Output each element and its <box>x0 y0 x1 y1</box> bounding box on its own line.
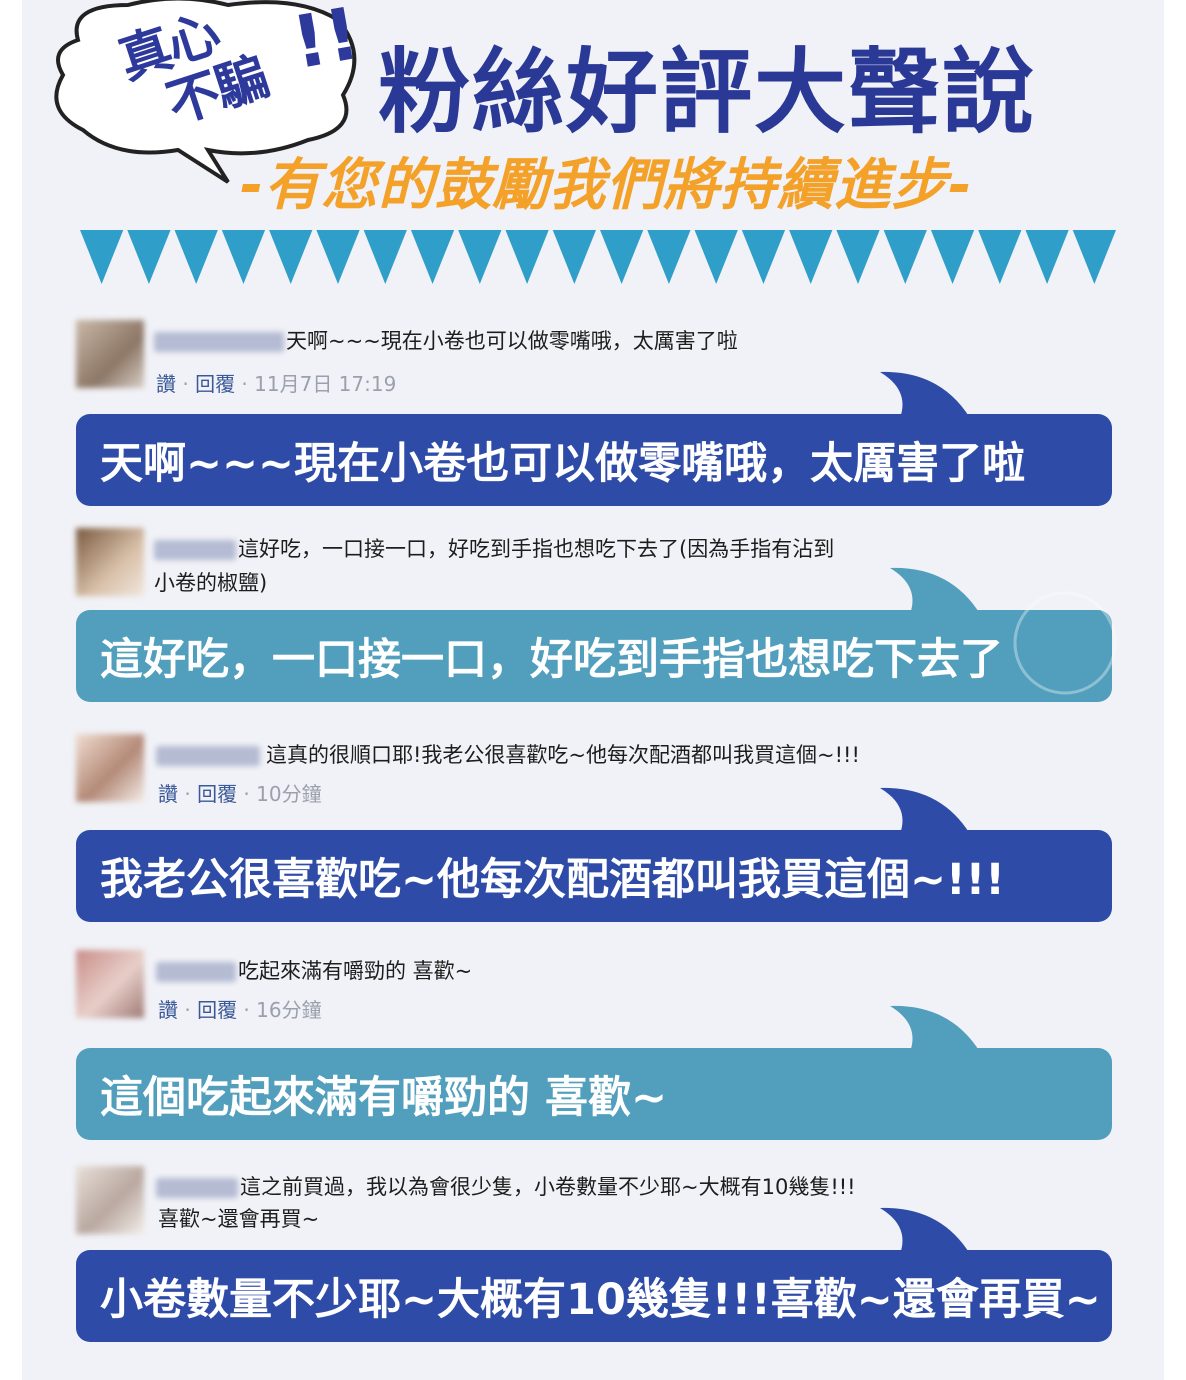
comment-time: 10分鐘 <box>256 782 322 806</box>
cloud-icon <box>54 0 357 184</box>
speech-cloud-badge: 真心 不騙 !! <box>38 0 365 184</box>
banner-triangle <box>836 230 880 284</box>
bubble-tail <box>880 371 970 418</box>
banner-triangle <box>269 230 313 284</box>
comment-meta: 讚 · 回覆 · 11月7日 17:19 <box>156 372 397 396</box>
quote-bubble-3: 我老公很喜歡吃~他每次配酒都叫我買這個~!!! <box>76 830 1112 922</box>
banner-triangle <box>647 230 691 284</box>
banner-triangle <box>458 230 502 284</box>
banner-triangle <box>600 230 644 284</box>
banner-triangle <box>789 230 833 284</box>
banner-triangle <box>316 230 360 284</box>
comment-time: 16分鐘 <box>256 998 322 1022</box>
comment-text: 這真的很順口耶!我老公很喜歡吃~他每次配酒都叫我買這個~!!! <box>266 743 860 767</box>
blurred-username <box>156 1178 238 1198</box>
bubble-tail <box>880 787 970 834</box>
comment-text: 天啊~~~現在小卷也可以做零嘴哦，太厲害了啦 <box>286 329 738 353</box>
banner-triangle <box>694 230 738 284</box>
quote-bubble-2: 這好吃，一口接一口，好吃到手指也想吃下去了 <box>76 610 1112 702</box>
comment-3: 這真的很順口耶!我老公很喜歡吃~他每次配酒都叫我買這個~!!! 讚 · 回覆 ·… <box>76 734 1116 814</box>
comment-text-line2: 小卷的椒鹽) <box>154 571 268 595</box>
banner-triangle <box>930 230 975 284</box>
banner-triangle <box>883 230 927 284</box>
comment-text: 這好吃，一口接一口，好吃到手指也想吃下去了(因為手指有沾到 <box>238 537 835 561</box>
avatar <box>76 528 144 596</box>
like-link[interactable]: 讚 <box>158 782 178 806</box>
comment-5: 這之前買過，我以為會很少隻，小卷數量不少耶~大概有10幾隻!!! 喜歡~還會再買… <box>76 1166 1116 1246</box>
banner-triangle <box>1072 230 1116 284</box>
banner-triangle <box>978 230 1022 284</box>
comment-meta: 讚 · 回覆 · 10分鐘 <box>158 782 322 806</box>
comment-2: 這好吃，一口接一口，好吃到手指也想吃下去了(因為手指有沾到 小卷的椒鹽) <box>76 528 1116 608</box>
page-title: 粉絲好評大聲說 <box>378 39 1037 146</box>
triangle-banner <box>80 230 1116 284</box>
banner-triangle <box>741 230 786 284</box>
quote-bubble-4: 這個吃起來滿有嚼勁的 喜歡~ <box>76 1048 1112 1140</box>
banner-triangle <box>127 230 171 284</box>
badge-exclaim: !! <box>286 0 366 86</box>
like-link[interactable]: 讚 <box>156 372 176 396</box>
banner-triangle <box>505 230 549 284</box>
blurred-username <box>154 332 284 352</box>
quote-bubble-5: 小卷數量不少耶~大概有10幾隻!!!喜歡~還會再買~ <box>76 1250 1112 1342</box>
bubble-tail <box>890 567 980 614</box>
banner-triangle <box>80 230 124 284</box>
comment-1: 天啊~~~現在小卷也可以做零嘴哦，太厲害了啦 讚 · 回覆 · 11月7日 17… <box>76 320 1116 400</box>
comment-text: 這之前買過，我以為會很少隻，小卷數量不少耶~大概有10幾隻!!! <box>240 1175 856 1199</box>
blurred-username <box>156 746 260 766</box>
avatar <box>76 1166 144 1234</box>
banner-triangle <box>410 230 455 284</box>
avatar <box>76 320 144 388</box>
bubble-tail <box>880 1207 970 1254</box>
quote-bubble-1: 天啊~~~現在小卷也可以做零嘴哦，太厲害了啦 <box>76 414 1112 506</box>
banner-triangle <box>363 230 407 284</box>
comment-text: 吃起來滿有嚼勁的 喜歡~ <box>238 959 473 983</box>
avatar <box>76 950 144 1018</box>
watermark-logo <box>1013 591 1117 695</box>
banner-triangle <box>221 230 266 284</box>
banner-triangle <box>552 230 596 284</box>
banner-triangle <box>174 230 218 284</box>
banner-triangle <box>1025 230 1069 284</box>
reply-link[interactable]: 回覆 <box>195 372 236 396</box>
bubble-tail <box>890 1005 980 1052</box>
like-link[interactable]: 讚 <box>158 998 178 1022</box>
blurred-username <box>154 540 236 560</box>
comment-time: 11月7日 17:19 <box>254 372 397 396</box>
reply-link[interactable]: 回覆 <box>197 782 238 806</box>
comment-text-line2: 喜歡~還會再買~ <box>158 1207 320 1231</box>
comment-meta: 讚 · 回覆 · 16分鐘 <box>158 998 322 1022</box>
blurred-username <box>156 962 236 982</box>
reply-link[interactable]: 回覆 <box>197 998 238 1022</box>
page-subtitle: -有您的鼓勵我們將持續進步- <box>240 153 973 218</box>
comment-4: 吃起來滿有嚼勁的 喜歡~ 讚 · 回覆 · 16分鐘 <box>76 950 1116 1030</box>
avatar <box>76 734 144 802</box>
